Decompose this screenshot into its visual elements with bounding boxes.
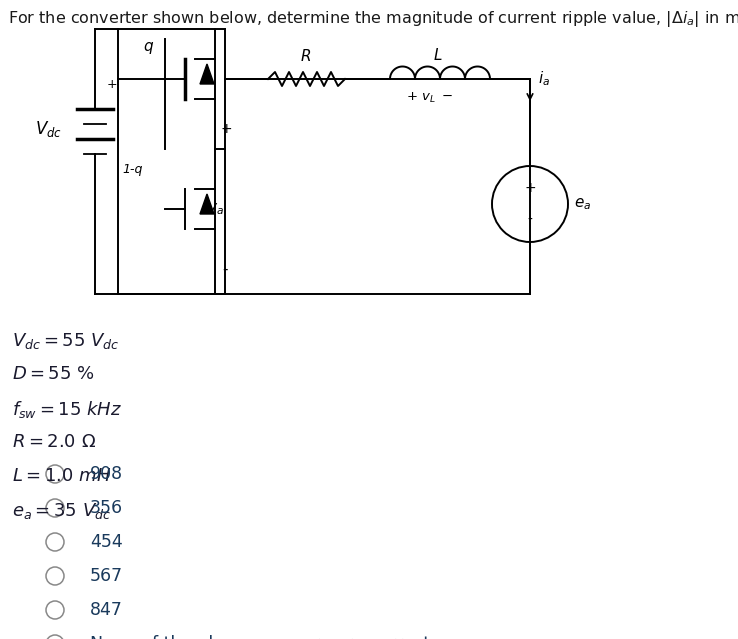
Text: +: + bbox=[107, 77, 117, 91]
Text: $e_a$: $e_a$ bbox=[574, 196, 591, 212]
Polygon shape bbox=[200, 64, 214, 84]
Text: R: R bbox=[300, 49, 311, 64]
Text: 1-q: 1-q bbox=[123, 162, 143, 176]
Text: $L = 1.0\ mH$: $L = 1.0\ mH$ bbox=[12, 467, 111, 485]
Text: $D = 55\ \%$: $D = 55\ \%$ bbox=[12, 365, 94, 383]
Text: L: L bbox=[434, 48, 442, 63]
Text: $R = 2.0\ \Omega$: $R = 2.0\ \Omega$ bbox=[12, 433, 96, 451]
Text: 356: 356 bbox=[90, 499, 123, 517]
Text: -: - bbox=[528, 213, 532, 227]
Text: $v_a$: $v_a$ bbox=[207, 201, 224, 217]
Text: 847: 847 bbox=[90, 601, 123, 619]
Text: $+\ v_L\ -$: $+\ v_L\ -$ bbox=[407, 91, 454, 105]
Text: -: - bbox=[222, 261, 227, 277]
Text: $V_{dc} = 55\ V_{dc}$: $V_{dc} = 55\ V_{dc}$ bbox=[12, 331, 120, 351]
Polygon shape bbox=[200, 194, 214, 214]
Text: 908: 908 bbox=[90, 465, 123, 483]
Text: $i_a$: $i_a$ bbox=[538, 70, 550, 88]
Text: $V_{dc}$: $V_{dc}$ bbox=[35, 119, 62, 139]
Text: $e_a = 35\ V_{dc}$: $e_a = 35\ V_{dc}$ bbox=[12, 501, 111, 521]
Text: +: + bbox=[220, 122, 232, 136]
Text: 567: 567 bbox=[90, 567, 123, 585]
Text: +: + bbox=[524, 181, 536, 195]
Text: For the converter shown below, determine the magnitude of current ripple value, : For the converter shown below, determine… bbox=[8, 9, 738, 29]
Text: None of the above answers are correct: None of the above answers are correct bbox=[90, 635, 430, 639]
Text: q: q bbox=[143, 40, 153, 54]
Text: 454: 454 bbox=[90, 533, 123, 551]
Text: $f_{sw} = 15\ kHz$: $f_{sw} = 15\ kHz$ bbox=[12, 399, 123, 420]
